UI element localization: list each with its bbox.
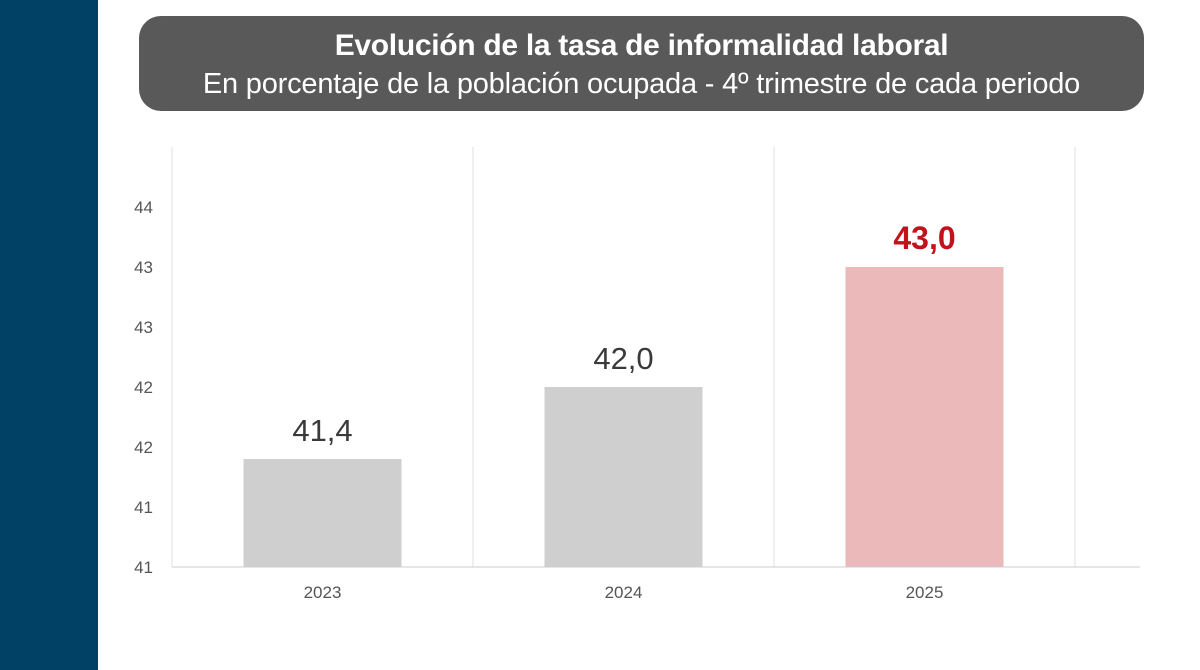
- bar-2025: [845, 267, 1004, 567]
- chart-title-box: Evolución de la tasa de informalidad lab…: [139, 16, 1144, 111]
- y-tick-label: 43: [134, 258, 153, 277]
- data-label-2025: 43,0: [893, 220, 955, 256]
- y-axis-ticks: 41 41 42 42 43 43 44: [134, 198, 153, 577]
- gridlines: [171, 147, 1076, 567]
- x-tick-label: 2025: [906, 583, 944, 602]
- x-tick-label: 2024: [605, 583, 643, 602]
- y-tick-label: 44: [134, 198, 153, 217]
- y-tick-label: 43: [134, 318, 153, 337]
- y-tick-label: 42: [134, 378, 153, 397]
- data-label-2023: 41,4: [292, 413, 352, 448]
- bar-2024: [544, 387, 703, 567]
- bar-2023: [243, 459, 402, 567]
- y-tick-label: 42: [134, 438, 153, 457]
- bars: [243, 267, 1004, 567]
- side-bar: [0, 0, 98, 670]
- x-axis-ticks: 2023 2024 2025: [304, 583, 944, 602]
- chart-subtitle: En porcentaje de la población ocupada - …: [202, 68, 1081, 100]
- x-tick-label: 2023: [304, 583, 342, 602]
- y-tick-label: 41: [134, 558, 153, 577]
- data-labels: 41,4 42,0 43,0: [292, 220, 955, 448]
- y-tick-label: 41: [134, 498, 153, 517]
- data-label-2024: 42,0: [593, 341, 653, 376]
- chart-title: Evolución de la tasa de informalidad lab…: [334, 29, 949, 62]
